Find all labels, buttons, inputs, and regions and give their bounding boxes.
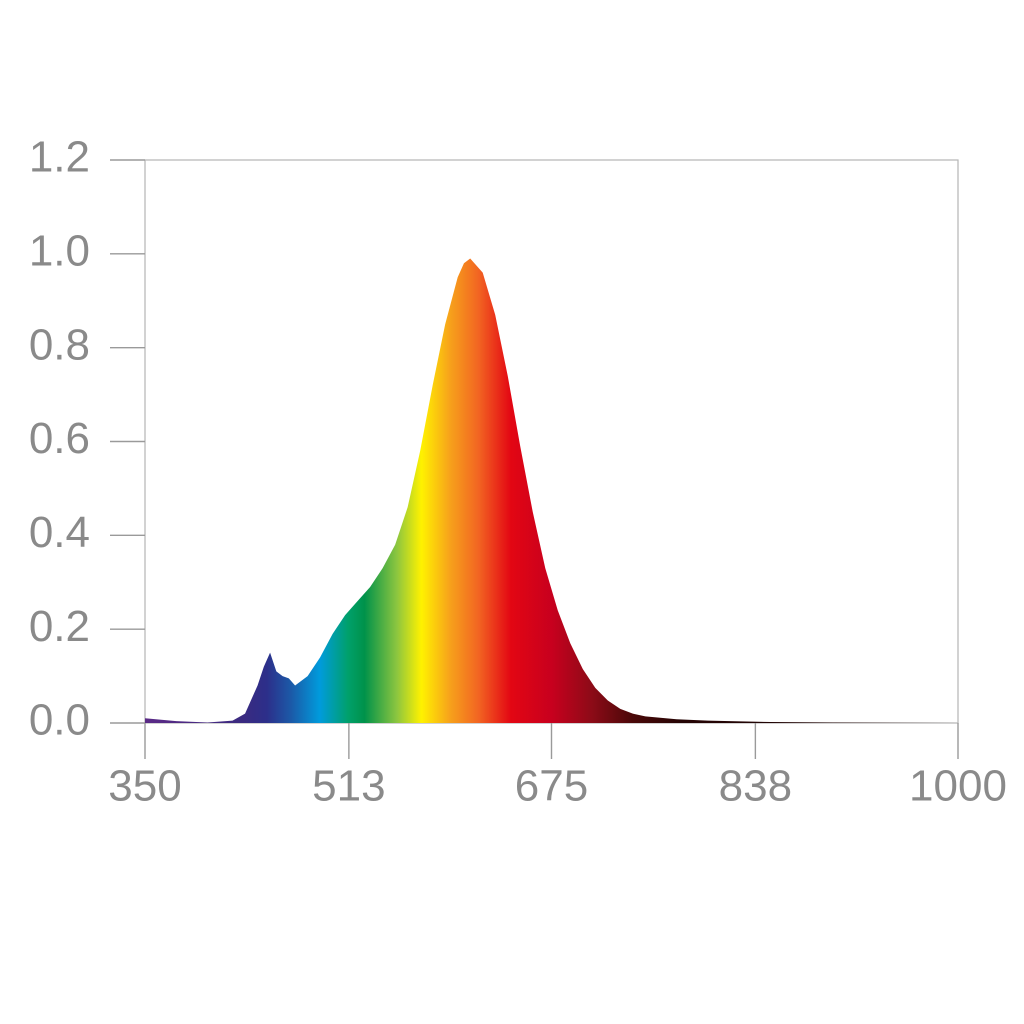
y-tick-label: 1.2 — [29, 133, 90, 182]
x-tick-label: 838 — [719, 762, 792, 811]
y-tick-label: 1.0 — [29, 226, 90, 275]
y-tick-label: 0.0 — [29, 696, 90, 745]
spectrum-area — [145, 258, 958, 723]
x-tick-label: 675 — [515, 762, 588, 811]
y-tick-label: 0.2 — [29, 602, 90, 651]
x-tick-label: 513 — [312, 762, 385, 811]
y-tick-label: 0.6 — [29, 414, 90, 463]
x-tick-label: 1000 — [909, 762, 1007, 811]
x-tick-label: 350 — [108, 762, 181, 811]
y-tick-label: 0.8 — [29, 320, 90, 369]
y-tick-label: 0.4 — [29, 508, 90, 557]
